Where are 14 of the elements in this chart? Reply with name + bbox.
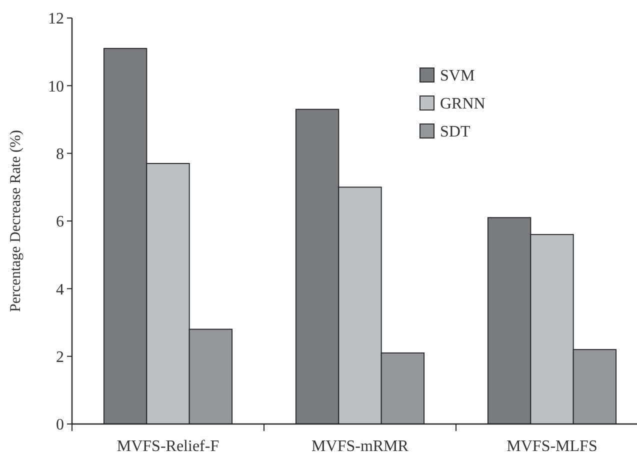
y-tick-label: 6 [56, 214, 64, 231]
x-tick-label: MVFS-MLFS [506, 438, 598, 455]
y-axis-title: Percentage Decrease Rate (%) [8, 130, 24, 312]
legend-label: SVM [440, 68, 475, 85]
x-tick-label: MVFS-Relief-F [116, 438, 220, 455]
y-tick-label: 12 [48, 10, 64, 28]
legend-label: SDT [440, 124, 470, 141]
y-tick-label: 2 [56, 348, 64, 366]
y-tick-label: 4 [56, 281, 64, 298]
legend-label: GRNN [440, 96, 486, 113]
y-tick-label: 0 [56, 416, 64, 434]
y-tick-label: 10 [48, 78, 64, 96]
y-tick-label: 8 [56, 146, 64, 163]
x-tick-label: MVFS-mRMR [312, 438, 409, 455]
